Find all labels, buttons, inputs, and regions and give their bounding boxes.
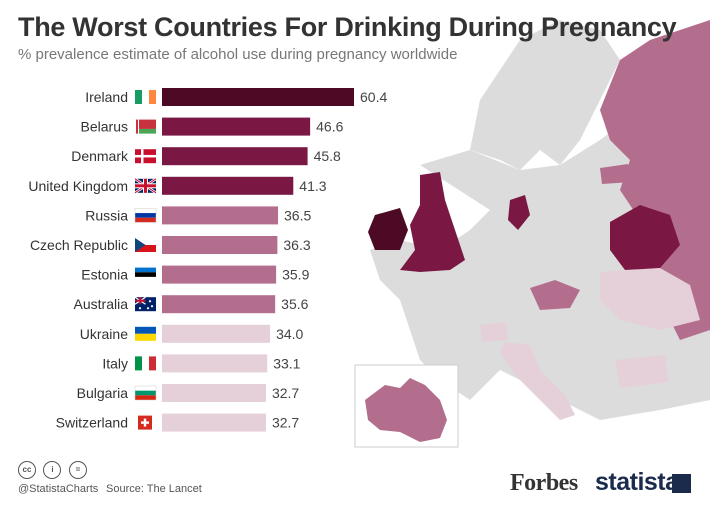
category-label: Estonia bbox=[81, 267, 128, 283]
ukraine-region bbox=[600, 268, 700, 330]
value-label: 32.7 bbox=[272, 385, 299, 401]
bulgaria-region bbox=[615, 355, 668, 388]
statista-mark-icon bbox=[672, 474, 691, 493]
bar bbox=[162, 206, 279, 225]
russia-flag-icon bbox=[134, 208, 157, 223]
category-label: Bulgaria bbox=[77, 385, 129, 401]
category-label: Italy bbox=[102, 355, 128, 371]
category-label: Ukraine bbox=[80, 326, 128, 342]
chart-title: The Worst Countries For Drinking During … bbox=[18, 12, 677, 42]
bar bbox=[162, 117, 311, 136]
statista-logo: statista bbox=[595, 468, 679, 496]
australia-flag-icon bbox=[134, 296, 156, 312]
twitter-handle: @StatistaCharts bbox=[18, 483, 99, 495]
czech-region bbox=[530, 280, 580, 310]
bar bbox=[162, 295, 276, 314]
switzerland-region bbox=[480, 322, 508, 342]
category-label: Ireland bbox=[85, 89, 128, 105]
value-label: 60.4 bbox=[360, 89, 387, 105]
value-label: 33.1 bbox=[273, 355, 300, 371]
category-label: Australia bbox=[74, 296, 129, 312]
bar bbox=[162, 176, 294, 195]
license-icons: cc i = bbox=[18, 461, 90, 479]
category-label: United Kingdom bbox=[28, 178, 128, 194]
ukraine-flag-icon bbox=[135, 326, 156, 341]
estonia-flag-icon bbox=[135, 267, 156, 282]
switzerland-flag-icon bbox=[138, 415, 152, 430]
bar bbox=[162, 236, 278, 254]
chart-subtitle: % prevalence estimate of alcohol use dur… bbox=[18, 46, 458, 63]
czech-flag-icon bbox=[135, 238, 156, 252]
value-label: 36.3 bbox=[283, 237, 310, 253]
cc-icon: cc bbox=[18, 461, 36, 479]
ireland-flag-icon bbox=[135, 90, 156, 104]
bar bbox=[162, 413, 266, 432]
bar bbox=[162, 88, 354, 106]
bar bbox=[162, 265, 277, 284]
uk-flag-icon bbox=[134, 177, 157, 194]
bulgaria-flag-icon bbox=[134, 385, 157, 401]
denmark-flag-icon bbox=[135, 149, 156, 164]
belarus-region bbox=[610, 205, 680, 270]
category-label: Switzerland bbox=[56, 415, 128, 431]
value-label: 35.9 bbox=[282, 267, 309, 283]
value-label: 34.0 bbox=[276, 326, 303, 342]
ireland-region bbox=[368, 208, 408, 250]
forbes-logo: Forbes bbox=[510, 470, 578, 496]
value-label: 35.6 bbox=[281, 296, 308, 312]
bar bbox=[162, 354, 268, 373]
bar bbox=[162, 147, 308, 166]
category-label: Czech Republic bbox=[30, 237, 128, 253]
belarus-flag-icon bbox=[135, 119, 156, 134]
category-label: Denmark bbox=[71, 148, 129, 164]
italy-flag-icon bbox=[135, 356, 156, 371]
value-label: 46.6 bbox=[316, 119, 343, 135]
source-note: Source: The Lancet bbox=[106, 483, 202, 495]
value-label: 36.5 bbox=[284, 207, 311, 223]
russia-region bbox=[600, 20, 710, 340]
denmark-region bbox=[508, 195, 530, 230]
uk-region bbox=[400, 172, 465, 272]
bar bbox=[162, 384, 266, 402]
scandinavia-land bbox=[470, 20, 620, 170]
italy-region bbox=[500, 342, 575, 420]
estonia-region bbox=[600, 164, 632, 184]
attribution-icon: i bbox=[43, 461, 62, 479]
category-label: Russia bbox=[85, 207, 128, 223]
value-label: 32.7 bbox=[272, 415, 299, 431]
value-label: 41.3 bbox=[299, 178, 326, 194]
value-label: 45.8 bbox=[314, 148, 341, 164]
no-derivatives-icon: = bbox=[68, 461, 87, 479]
category-label: Belarus bbox=[81, 119, 128, 135]
bar bbox=[162, 324, 271, 343]
australia-region bbox=[365, 378, 447, 442]
